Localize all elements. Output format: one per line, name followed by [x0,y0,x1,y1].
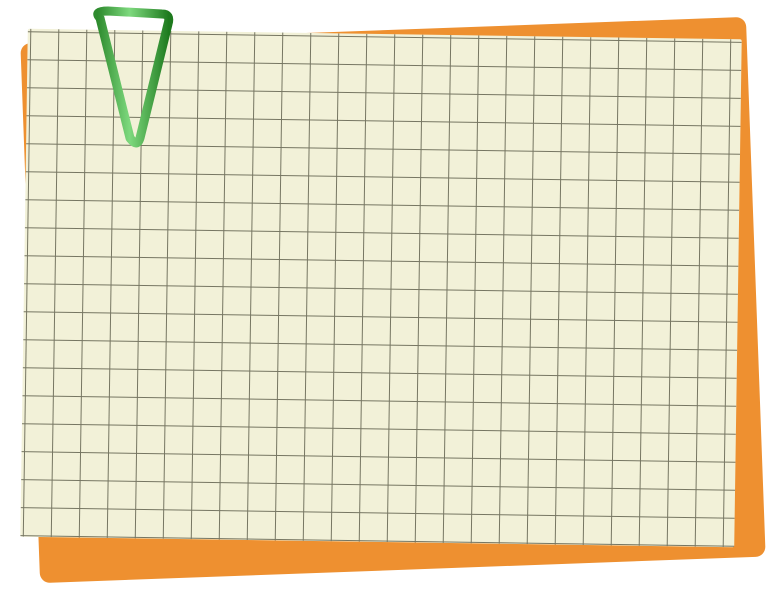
stage [0,0,784,594]
paperclip-icon [78,2,178,152]
paperclip-svg [78,2,178,152]
